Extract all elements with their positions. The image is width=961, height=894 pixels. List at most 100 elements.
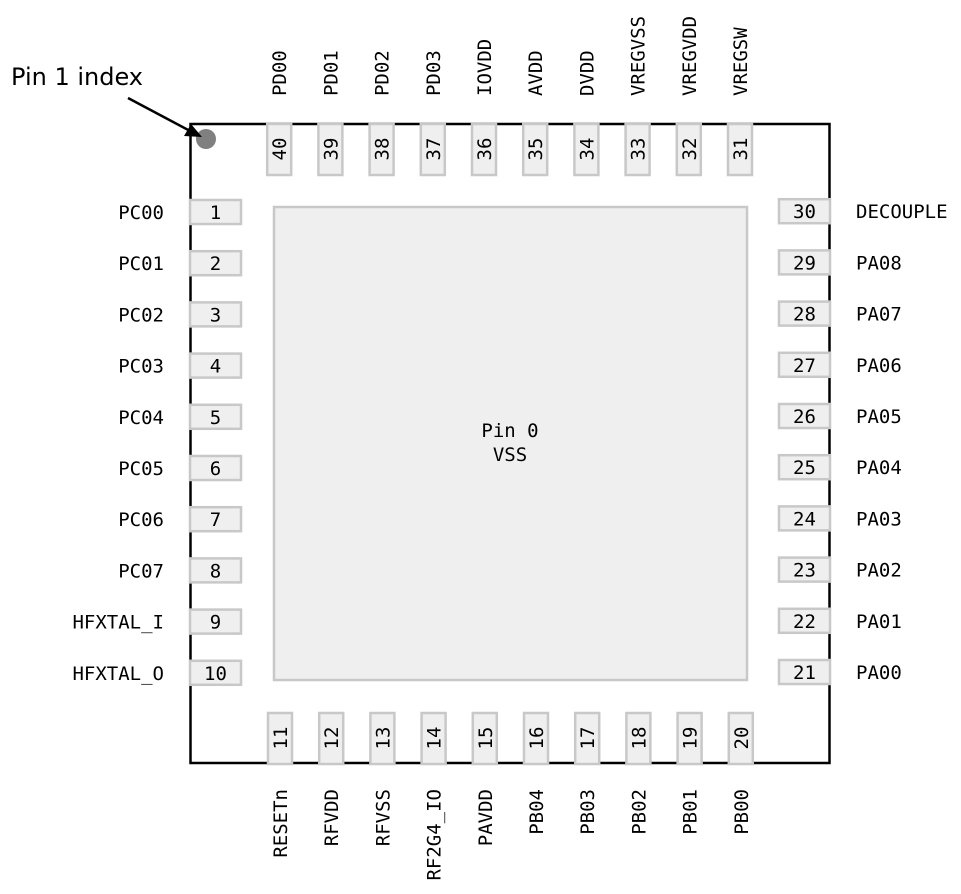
pin-name-21: PA00 — [856, 662, 902, 684]
pin-name-35: AVDD — [525, 50, 547, 96]
pin-name-10: HFXTAL_O — [72, 663, 164, 685]
pin-pad-40 — [265, 122, 293, 177]
pin-name-19: PB01 — [680, 789, 702, 835]
pin-number-30: 30 — [793, 201, 816, 223]
pin-number-34: 34 — [576, 138, 598, 161]
pin-pad-32 — [675, 122, 703, 177]
pin-name-39: PD01 — [320, 50, 342, 96]
pin-name-25: PA04 — [856, 457, 902, 479]
pin-number-4: 4 — [210, 356, 221, 378]
pin-name-22: PA01 — [856, 611, 902, 633]
pin1-index-arrow — [127, 96, 193, 134]
pin-number-31: 31 — [730, 138, 752, 161]
pin-number-10: 10 — [204, 663, 227, 685]
pin-pad-33 — [624, 122, 651, 177]
pin-pad-37 — [419, 122, 447, 177]
pin-pad-25 — [777, 453, 832, 481]
pin-number-33: 33 — [628, 138, 650, 161]
pin-number-16: 16 — [526, 727, 548, 750]
pin-name-37: PD03 — [423, 50, 445, 96]
pin-pad-16 — [522, 711, 550, 766]
pin-pad-22 — [777, 607, 832, 635]
pin-number-36: 36 — [474, 138, 496, 161]
pin-pad-1 — [188, 198, 243, 226]
pin-number-8: 8 — [210, 560, 221, 582]
pin-name-32: VREGVDD — [679, 16, 701, 96]
pin-name-33: VREGVSS — [628, 16, 650, 96]
pin1-index-arrowhead — [184, 124, 202, 137]
pin-number-17: 17 — [577, 727, 599, 750]
pins-layer: 1 PC00 2 PC01 3 PC02 4 PC03 5 PC04 6 PC05 7 PC06 8 PC07… — [72, 16, 947, 881]
pin-name-26: PA05 — [856, 406, 902, 428]
pin-name-9: HFXTAL_I — [72, 612, 164, 634]
center-pad-label-1: Pin 0 — [481, 420, 538, 442]
pin-number-40: 40 — [269, 138, 291, 161]
pin-number-23: 23 — [793, 560, 816, 582]
pin-name-20: PB00 — [731, 789, 753, 835]
pin-number-26: 26 — [793, 406, 816, 428]
pin-name-24: PA03 — [856, 508, 902, 530]
pin-number-32: 32 — [679, 138, 701, 161]
pin-pad-4 — [188, 352, 243, 379]
pin-number-9: 9 — [210, 612, 221, 634]
pin-pad-21 — [777, 658, 832, 686]
pin-name-16: PB04 — [526, 789, 548, 835]
pin-name-14: RF2G4_IO — [424, 789, 446, 881]
pin1-index-label: Pin 1 index — [11, 63, 143, 91]
pin-pad-39 — [317, 122, 344, 177]
pin-number-15: 15 — [475, 727, 497, 750]
pin-pad-7 — [188, 505, 243, 533]
pin-name-5: PC04 — [118, 407, 164, 429]
pin1-index-dot — [196, 129, 216, 149]
pin-pad-3 — [188, 301, 243, 328]
center-pad-label-2: VSS — [493, 444, 527, 466]
pin-pad-27 — [777, 351, 832, 379]
pin-name-7: PC06 — [118, 509, 164, 531]
pin-number-6: 6 — [210, 458, 221, 480]
pin-pad-11 — [266, 711, 294, 766]
center-pad — [272, 205, 749, 682]
pin-pad-19 — [676, 711, 703, 766]
pin-name-4: PC03 — [118, 356, 164, 378]
pin-number-1: 1 — [210, 202, 221, 224]
pin-number-14: 14 — [424, 727, 446, 750]
pin-name-28: PA07 — [856, 304, 902, 326]
pin-name-11: RESETn — [270, 789, 292, 858]
pin-number-27: 27 — [793, 355, 816, 377]
pin-pad-9 — [188, 608, 243, 635]
pin-pad-2 — [188, 249, 243, 277]
pin-pad-12 — [317, 711, 345, 766]
pin-pad-23 — [777, 556, 832, 583]
pin-number-3: 3 — [210, 304, 221, 326]
pin-number-13: 13 — [372, 727, 394, 750]
pin-number-11: 11 — [270, 727, 292, 750]
pin-name-18: PB02 — [628, 789, 650, 835]
pin-pad-18 — [625, 711, 652, 766]
pin-number-20: 20 — [731, 727, 753, 750]
pin-number-39: 39 — [320, 138, 342, 161]
pin-number-24: 24 — [793, 508, 816, 530]
pin-name-13: RFVSS — [372, 789, 394, 846]
pin-pad-10 — [188, 659, 243, 687]
pin-name-15: PAVDD — [475, 789, 497, 846]
pin-number-19: 19 — [680, 727, 702, 750]
pin-name-17: PB03 — [577, 789, 599, 835]
pin-pad-6 — [188, 454, 243, 482]
pin-pad-8 — [188, 557, 243, 584]
pin-name-38: PD02 — [372, 50, 394, 96]
pin-name-6: PC05 — [118, 458, 164, 480]
pin-name-40: PD00 — [269, 50, 291, 96]
pin-number-5: 5 — [210, 407, 221, 429]
pin-name-1: PC00 — [118, 202, 164, 224]
pin-name-8: PC07 — [118, 560, 164, 582]
pin-number-2: 2 — [210, 253, 221, 275]
pin-number-28: 28 — [793, 304, 816, 326]
pin-pad-34 — [573, 122, 600, 177]
pin-number-18: 18 — [628, 727, 650, 750]
pin-number-37: 37 — [423, 138, 445, 161]
pin-name-31: VREGSW — [730, 27, 752, 96]
pin-pad-5 — [188, 403, 243, 431]
pin-number-35: 35 — [525, 138, 547, 161]
pin-pad-20 — [727, 711, 755, 766]
